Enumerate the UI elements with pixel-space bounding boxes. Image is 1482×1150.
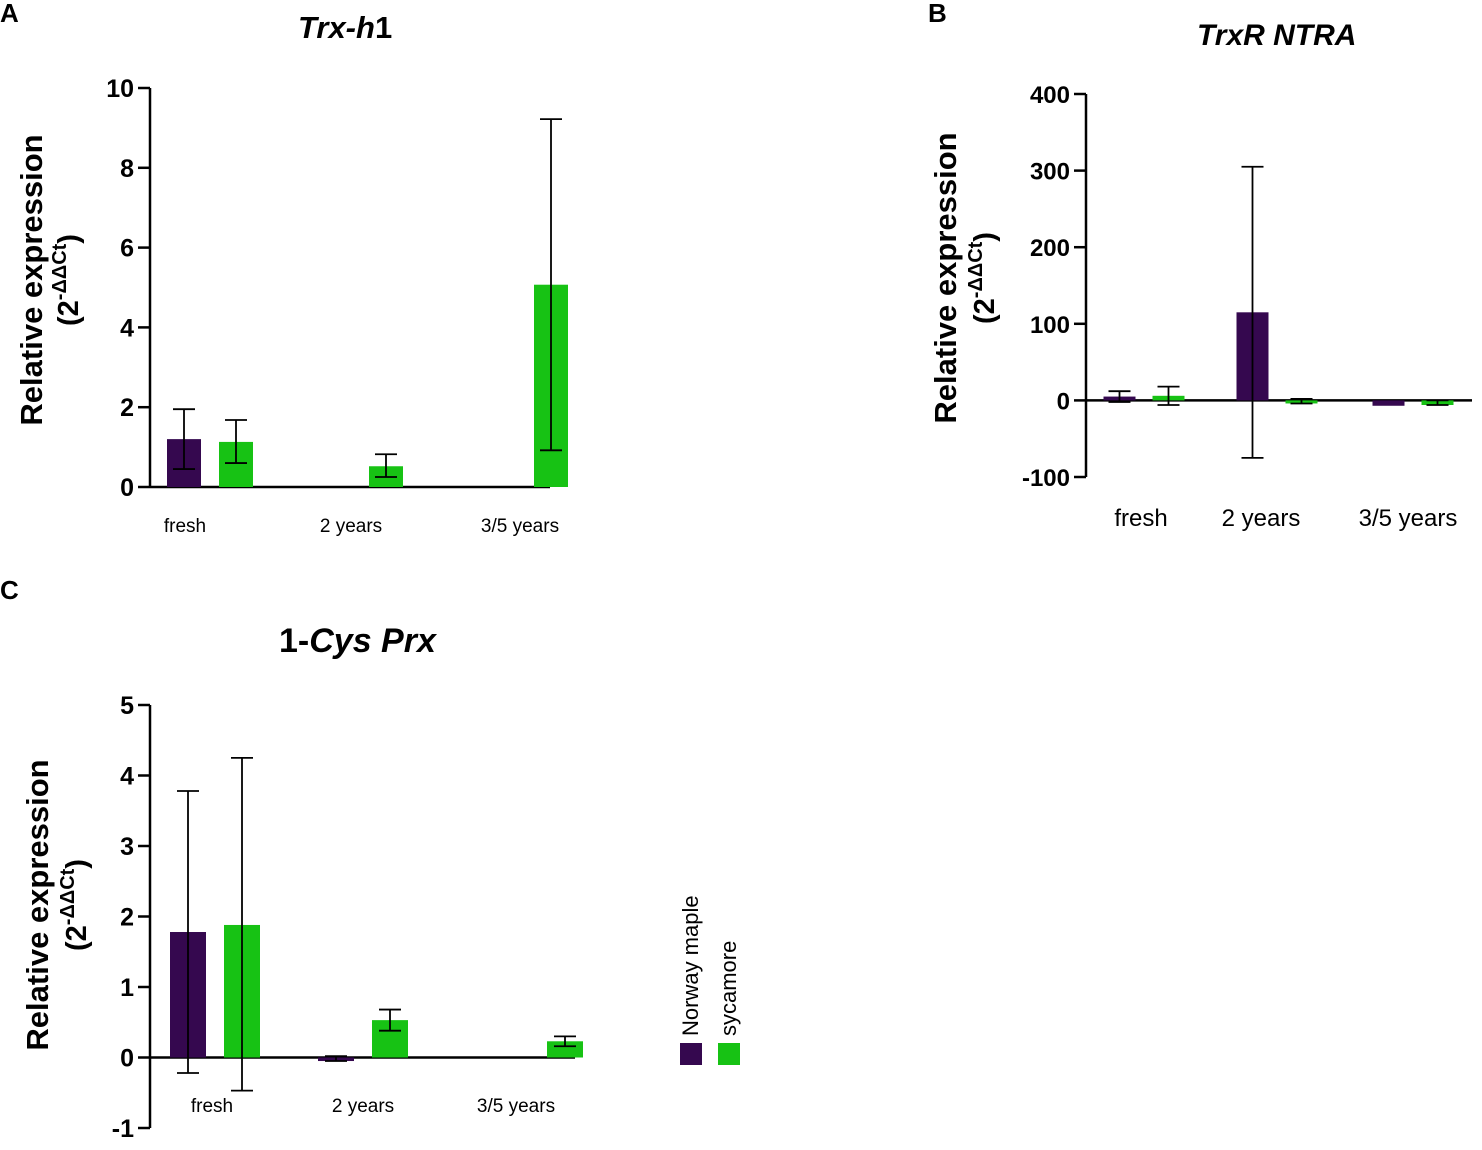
chart-3: -1 0 1 2 3 4 5 fresh 2 years 3/5 years Relative ex… — [20, 692, 583, 1143]
y-tick-label: 8 — [120, 155, 134, 183]
y-tick-label: 3 — [120, 833, 134, 861]
y-tick-label: 10 — [106, 75, 134, 103]
legend-label-norway-maple: Norway maple — [678, 895, 703, 1036]
y-tick-label: 0 — [120, 474, 134, 502]
y-tick-label: 0 — [1057, 388, 1070, 415]
y-axis-label: Relative expression — [20, 759, 55, 1050]
y-tick-label: 1 — [120, 974, 134, 1002]
category-label: fresh — [164, 516, 206, 537]
category-label: 3/5 years — [481, 516, 559, 537]
legend-label-sycamore: sycamore — [716, 940, 741, 1036]
chart-1: 0 2 4 6 8 10 fresh 2 years 3/5 years Relative exp… — [14, 75, 568, 537]
y-tick-label: 2 — [120, 904, 134, 932]
legend-swatch-sycamore — [718, 1043, 740, 1065]
chart-title-b: TrxR NTRA — [1197, 19, 1357, 52]
y-tick-label: 4 — [120, 763, 134, 791]
y-axis-label: Relative expression — [928, 132, 963, 423]
category-label: 3/5 years — [1359, 505, 1458, 532]
y-axis-label-formula: (2-ΔΔCt) — [49, 234, 85, 326]
category-label: 2 years — [332, 1096, 394, 1117]
category-label: 3/5 years — [477, 1096, 555, 1117]
category-label: fresh — [1114, 505, 1167, 532]
legend-swatch-norway-maple — [680, 1043, 702, 1065]
y-tick-label: -1 — [112, 1115, 134, 1143]
y-tick-label: 6 — [120, 235, 134, 263]
panel-letter-c: C — [0, 575, 19, 605]
y-axis-label-formula: (2-ΔΔCt) — [965, 232, 1001, 324]
y-tick-label: -100 — [1022, 465, 1070, 492]
y-tick-label: 100 — [1030, 312, 1070, 339]
category-label: 2 years — [320, 516, 382, 537]
y-tick-label: 2 — [120, 394, 134, 422]
y-tick-label: 400 — [1030, 82, 1070, 109]
chart-title-c: 1-Cys Prx — [279, 622, 436, 660]
y-tick-label: 4 — [120, 314, 134, 342]
y-tick-label: 300 — [1030, 159, 1070, 186]
category-label: 2 years — [1222, 505, 1301, 532]
panel-letter-b: B — [928, 0, 947, 28]
y-axis-label-formula: (2-ΔΔCt) — [57, 859, 93, 951]
bar-norway-maple — [1372, 400, 1405, 406]
panel-letter-a: A — [0, 0, 19, 28]
chart-title-a: Trx-h1 — [298, 10, 393, 45]
y-tick-label: 0 — [120, 1045, 134, 1073]
y-tick-label: 5 — [120, 692, 134, 720]
y-tick-label: 200 — [1030, 235, 1070, 262]
y-axis-label: Relative expression — [14, 134, 49, 425]
chart-2: -100 0 100 200 300 400 fresh 2 years 3/5 years Re… — [928, 82, 1472, 532]
category-label: fresh — [191, 1096, 233, 1117]
